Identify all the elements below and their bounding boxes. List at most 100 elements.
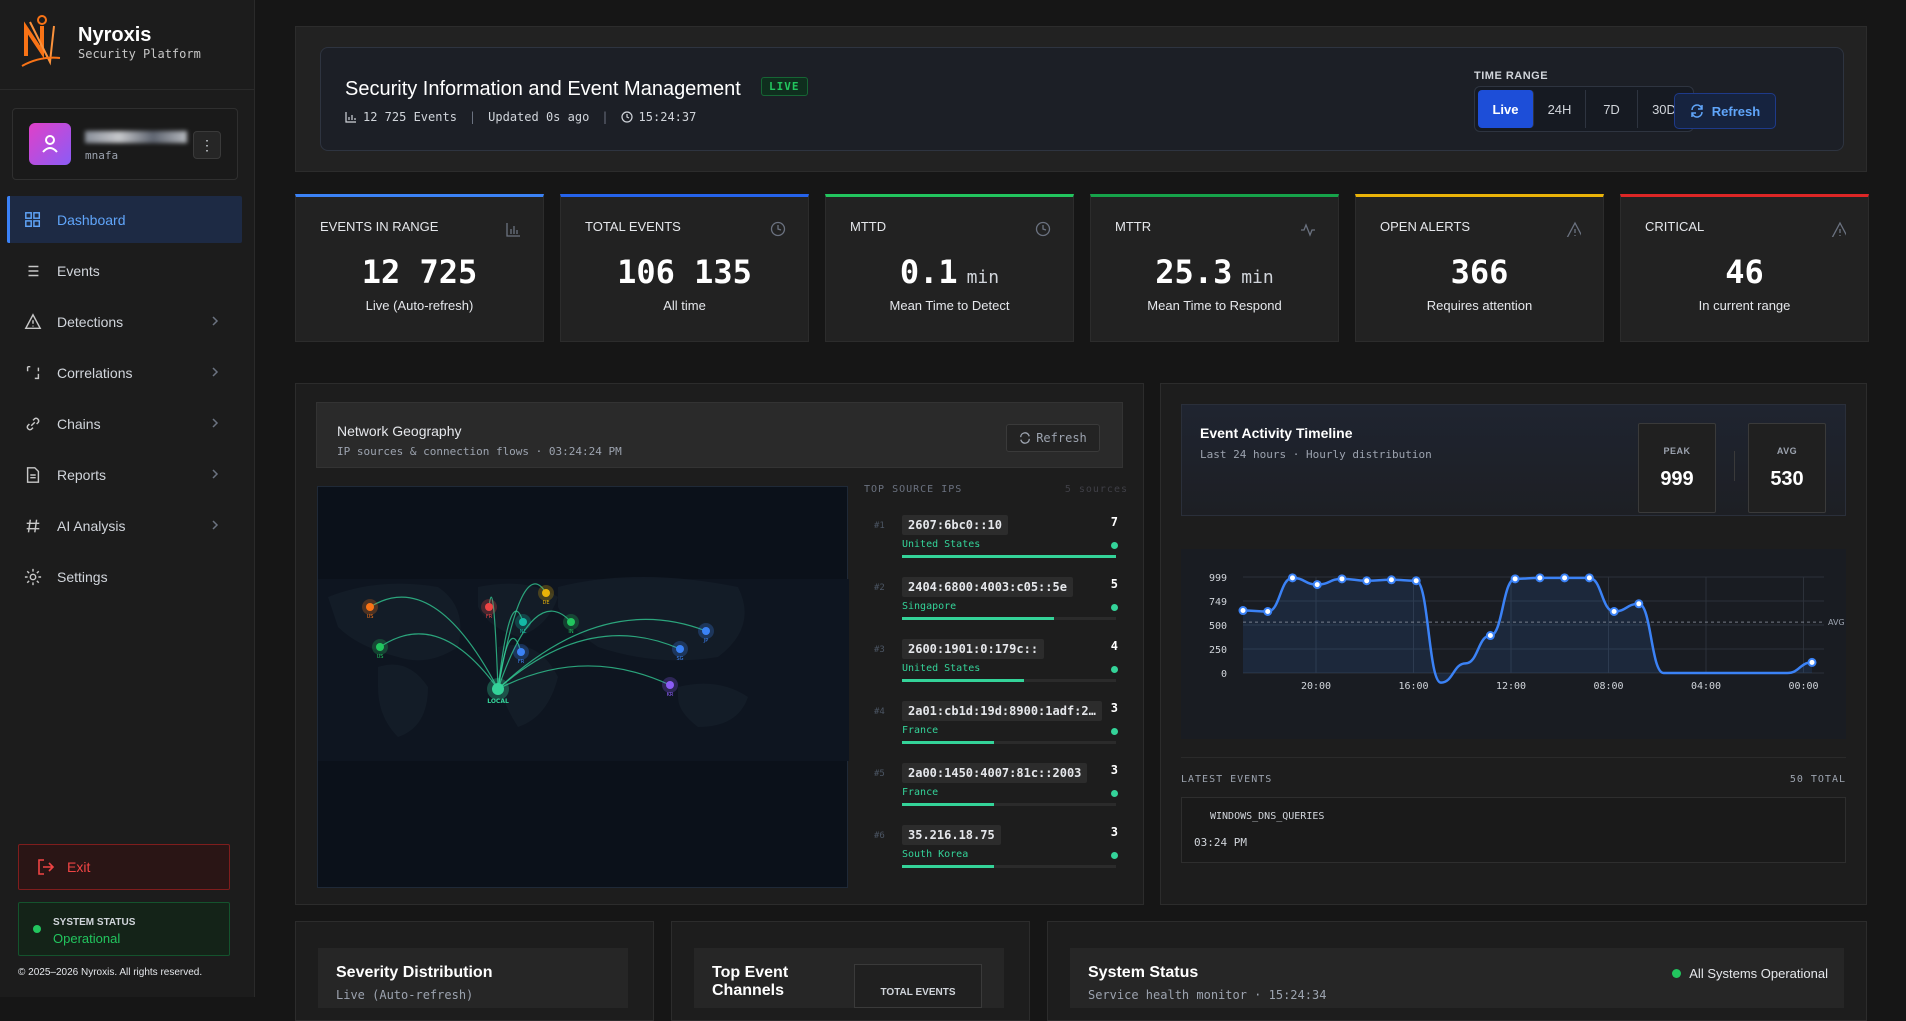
- data-point: [1411, 576, 1421, 586]
- kpi-number: 0.1: [899, 253, 958, 291]
- chevron-right-icon: [212, 316, 219, 326]
- peak-stat: PEAK 999: [1638, 423, 1716, 513]
- kpi-number: 366: [1450, 253, 1509, 291]
- map-node[interactable]: [517, 648, 525, 656]
- ip-country: France: [902, 787, 939, 798]
- map-node-label: JP: [703, 638, 709, 644]
- sidebar-item-label: Chains: [57, 415, 101, 432]
- map-node[interactable]: [376, 643, 384, 651]
- map-node[interactable]: [676, 645, 684, 653]
- timeline-chart[interactable]: 0 250 500 749 999 20:00 16:00 12:00 08:00 04:00 00…: [1181, 549, 1846, 739]
- ip-share-fill: [902, 679, 1024, 682]
- map-node[interactable]: [519, 618, 527, 626]
- avg-value: 530: [1770, 468, 1804, 490]
- ip-row[interactable]: #5 2a00:1450:4007:81c::2003 3 France: [864, 763, 1128, 825]
- connection-arc: [497, 618, 707, 690]
- brand-subtitle: Security Platform: [78, 47, 201, 61]
- data-point: [1362, 576, 1372, 586]
- data-point: [1386, 575, 1396, 585]
- data-point: [1337, 574, 1347, 584]
- chevron-right-icon: [212, 520, 219, 530]
- connection-arc: [497, 637, 522, 690]
- top-ips-count: 5 sources: [1064, 484, 1128, 495]
- ip-row[interactable]: #2 2404:6800:4003:c05::5e 5 Singapore: [864, 577, 1128, 639]
- sidebar-item-reports[interactable]: Reports: [7, 451, 242, 498]
- kpi-subtitle: Mean Time to Respond: [1147, 298, 1282, 313]
- header-meta: 12 725 Events | Updated 0s ago | 15:24:3…: [345, 110, 696, 124]
- ip-country: United States: [902, 539, 981, 550]
- system-status-title: System Status: [1088, 964, 1199, 981]
- avg-stat: AVG 530: [1748, 423, 1826, 513]
- ip-address: 35.216.18.75: [902, 825, 1001, 845]
- latest-total: 50 TOTAL: [1789, 774, 1846, 785]
- sidebar-item-dashboard[interactable]: Dashboard: [7, 196, 242, 243]
- exit-button[interactable]: Exit: [18, 844, 230, 890]
- connection-arc: [497, 610, 524, 690]
- local-node[interactable]: [492, 683, 504, 695]
- range-24h[interactable]: 24H: [1534, 90, 1586, 128]
- range-live[interactable]: Live: [1478, 90, 1534, 128]
- sidebar-item-correlations[interactable]: Correlations: [7, 349, 242, 396]
- geo-refresh-label: Refresh: [1036, 431, 1087, 445]
- ip-share-fill: [902, 617, 1054, 620]
- ip-row[interactable]: #6 35.216.18.75 3 South Korea: [864, 825, 1128, 887]
- ip-share-bar: [902, 617, 1116, 620]
- data-point: [1238, 606, 1248, 616]
- sidebar-item-ai-analysis[interactable]: AI Analysis: [7, 502, 242, 549]
- timeline-title: Event Activity Timeline: [1200, 425, 1353, 441]
- latest-event-item[interactable]: WINDOWS_DNS_QUERIES 03:24 PM: [1181, 797, 1846, 863]
- top-source-ips: TOP SOURCE IPS 5 sources #1 2607:6bc0::1…: [864, 484, 1128, 887]
- map-node[interactable]: [567, 618, 575, 626]
- connection-arc: [497, 635, 681, 690]
- geo-refresh-button[interactable]: Refresh: [1006, 424, 1100, 452]
- kpi-card-mttd: MTTD 0.1 min Mean Time to Detect: [825, 194, 1074, 342]
- user-card[interactable]: mnafa ⋮: [12, 108, 238, 180]
- brand-name: Nyroxis: [78, 24, 152, 46]
- range-30d[interactable]: 30D: [1652, 101, 1676, 117]
- sidebar-item-detections[interactable]: Detections: [7, 298, 242, 345]
- data-point: [1807, 657, 1817, 667]
- map-node[interactable]: [702, 627, 710, 635]
- kpi-subtitle: Requires attention: [1426, 298, 1533, 313]
- timeline-chart-svg: 0 250 500 749 999 20:00 16:00 12:00 08:00 04:00 00…: [1209, 573, 1845, 692]
- map-node[interactable]: [366, 603, 374, 611]
- kpi-value: 366: [1356, 253, 1603, 291]
- correlation-icon: [23, 363, 43, 383]
- sidebar-item-settings[interactable]: Settings: [7, 553, 242, 600]
- total-events-stat: TOTAL EVENTS: [854, 964, 982, 1008]
- ip-row[interactable]: #3 2600:1901:0:179c:: 4 United States: [864, 639, 1128, 701]
- map-node[interactable]: [666, 681, 674, 689]
- map-node[interactable]: [485, 603, 493, 611]
- chevron-right-icon: [212, 469, 219, 479]
- clock-icon: [770, 221, 786, 237]
- range-7d[interactable]: 7D: [1586, 90, 1638, 128]
- ip-address: 2600:1901:0:179c::: [902, 639, 1045, 659]
- world-map[interactable]: US US FR DE NL FR IN SG JP KR LOCAL: [317, 486, 849, 888]
- file-icon: [23, 465, 43, 485]
- sidebar-item-chains[interactable]: Chains: [7, 400, 242, 447]
- latest-event-type: WINDOWS_DNS_QUERIES: [1210, 811, 1325, 822]
- refresh-button[interactable]: Refresh: [1674, 93, 1776, 129]
- status-dot: [1111, 542, 1118, 549]
- ip-row[interactable]: #4 2a01:cb1d:19d:8900:1adf:26… 3 France: [864, 701, 1128, 763]
- kpi-value: 106 135: [561, 253, 808, 291]
- top-channels-panel: Top Event Channels TOTAL EVENTS: [671, 921, 1030, 1021]
- ip-rank: #5: [874, 769, 885, 779]
- alert-triangle-icon: [1831, 221, 1846, 237]
- severity-header: Severity Distribution Live (Auto-refresh…: [318, 948, 628, 1008]
- map-node-label: FR: [518, 659, 525, 665]
- ip-row[interactable]: #1 2607:6bc0::10 7 United States: [864, 515, 1128, 577]
- chevron-right-icon: [212, 418, 219, 428]
- ip-share-fill: [902, 803, 995, 806]
- geo-title: Network Geography: [337, 423, 462, 439]
- user-icon: [42, 135, 58, 153]
- area-fill: [1243, 577, 1812, 683]
- system-status-header: System Status Service health monitor · 1…: [1070, 948, 1844, 1008]
- map-node[interactable]: [542, 589, 550, 597]
- user-menu-button[interactable]: ⋮: [193, 131, 221, 159]
- header-time: 15:24:37: [638, 110, 697, 124]
- user-handle: mnafa: [85, 149, 119, 162]
- sidebar-item-events[interactable]: Events: [7, 247, 242, 294]
- map-node-label: DE: [542, 600, 549, 606]
- ip-address: 2a00:1450:4007:81c::2003: [902, 763, 1088, 783]
